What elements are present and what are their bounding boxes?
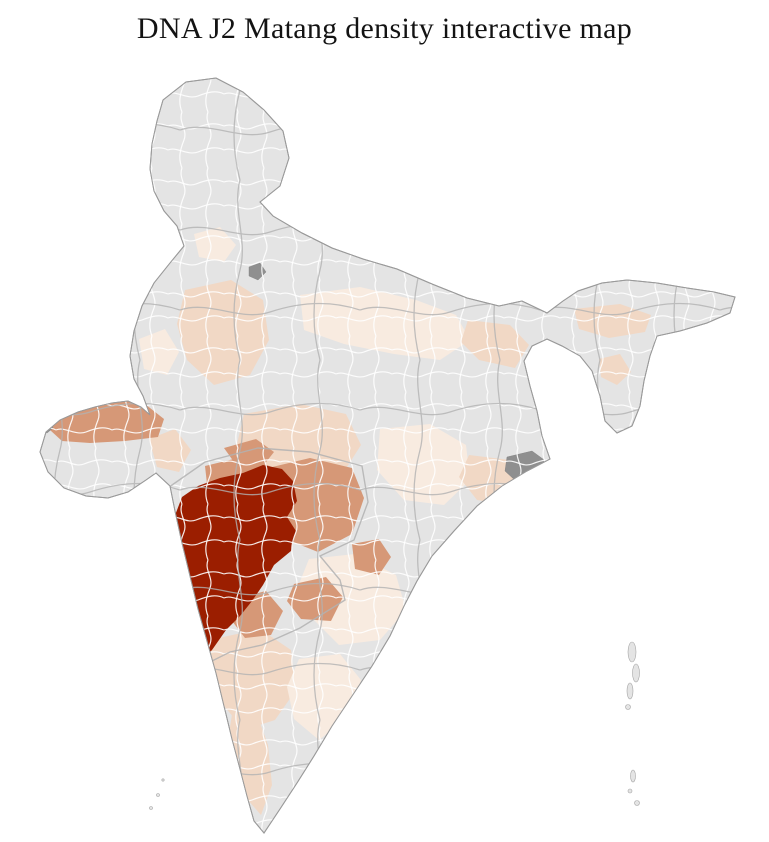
india-coastline [39, 77, 736, 834]
lakshadweep-islands[interactable] [149, 778, 165, 810]
island[interactable] [626, 682, 634, 700]
island[interactable] [149, 806, 153, 810]
andaman-nicobar-islands[interactable] [625, 641, 640, 806]
island[interactable] [627, 641, 637, 663]
island[interactable] [630, 769, 636, 783]
page-title: DNA J2 Matang density interactive map [136, 12, 633, 45]
island[interactable] [156, 793, 160, 797]
island[interactable] [632, 663, 640, 683]
island[interactable] [634, 800, 640, 806]
island[interactable] [161, 778, 165, 782]
maharashtra-state-border [161, 447, 369, 665]
island[interactable] [627, 788, 633, 794]
island[interactable] [625, 704, 631, 710]
